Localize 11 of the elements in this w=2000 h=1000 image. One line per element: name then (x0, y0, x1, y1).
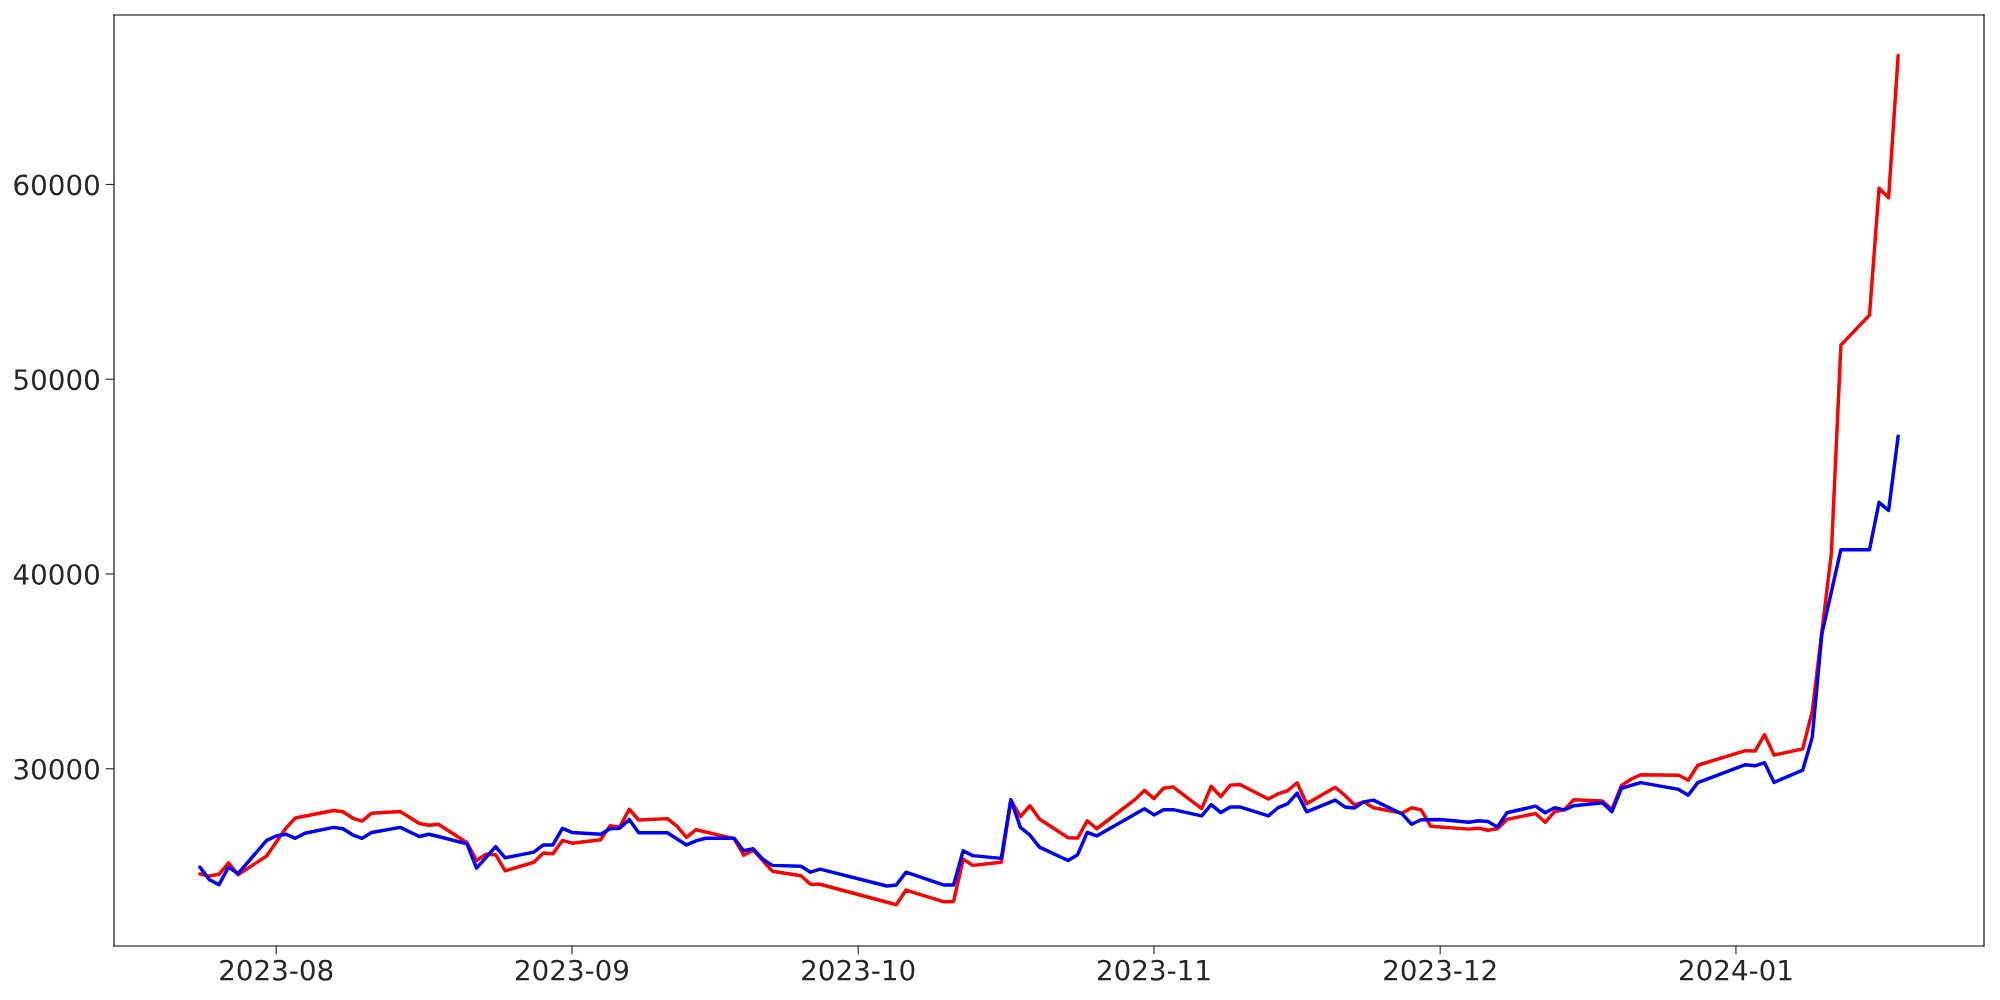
y-tick-label: 60000 (14, 174, 99, 196)
y-tick-label: 40000 (13, 563, 99, 585)
x-tick-label: 2023-12 (1384, 959, 1496, 981)
x-tick-label: 2023-10 (802, 959, 915, 981)
x-tick-label: 2024-01 (1679, 959, 1792, 981)
line-series (198, 434, 1900, 888)
x-tick-label: 2023-11 (1097, 959, 1210, 981)
x-tick-label: 2023-08 (220, 959, 333, 981)
y-tick-label: 30000 (14, 758, 99, 780)
x-tick-label: 2023-09 (515, 959, 629, 981)
y-tick-label: 50000 (14, 369, 99, 391)
